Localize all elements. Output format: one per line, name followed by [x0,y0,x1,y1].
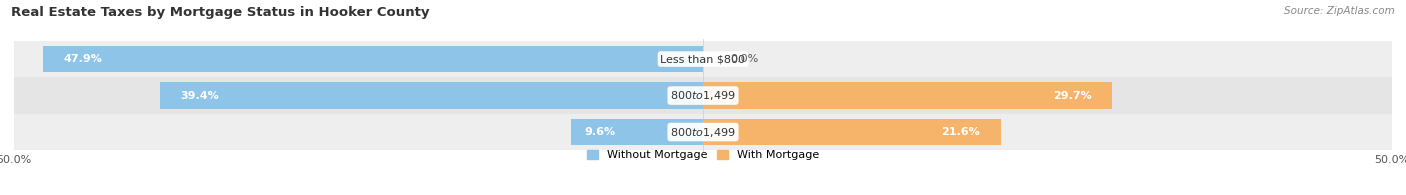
Bar [14,41,1392,77]
Bar [14,77,1392,114]
Text: 39.4%: 39.4% [181,90,219,101]
Text: $800 to $1,499: $800 to $1,499 [671,126,735,138]
Text: 47.9%: 47.9% [63,54,103,64]
Text: Less than $800: Less than $800 [661,54,745,64]
Text: 9.6%: 9.6% [585,127,616,137]
Legend: Without Mortgage, With Mortgage: Without Mortgage, With Mortgage [588,150,818,160]
Text: 29.7%: 29.7% [1053,90,1091,101]
Bar [703,119,1001,145]
Bar [571,119,703,145]
Bar [703,82,1112,109]
Bar [14,114,1392,150]
Text: 21.6%: 21.6% [941,127,980,137]
Text: $800 to $1,499: $800 to $1,499 [671,89,735,102]
Text: 0.0%: 0.0% [731,54,759,64]
Bar [160,82,703,109]
Text: Source: ZipAtlas.com: Source: ZipAtlas.com [1284,6,1395,16]
Bar [44,46,703,72]
Text: Real Estate Taxes by Mortgage Status in Hooker County: Real Estate Taxes by Mortgage Status in … [11,6,430,19]
